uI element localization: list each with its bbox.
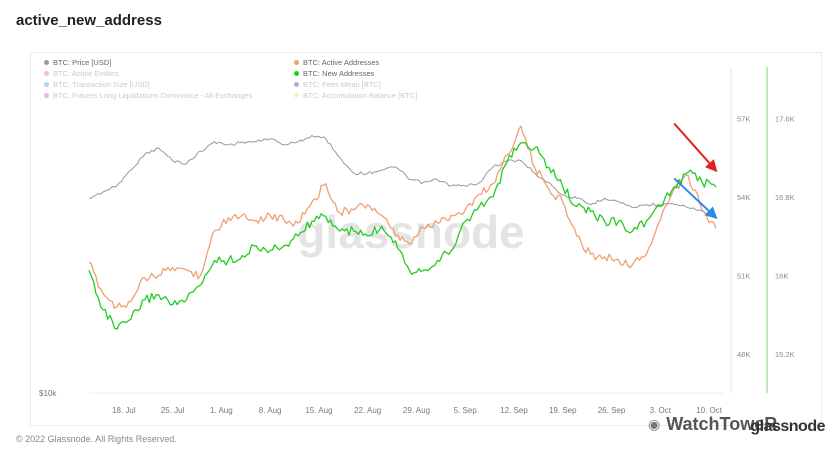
y-left-tick-label: $10k bbox=[39, 389, 57, 398]
x-tick-label: 5. Sep bbox=[454, 406, 478, 415]
trend-arrow bbox=[673, 177, 718, 220]
series-line bbox=[88, 141, 717, 330]
legend-dot bbox=[44, 60, 49, 65]
chart-watermark: glassnode bbox=[297, 206, 525, 258]
legend-item[interactable]: BTC: Transaction Size [USD] bbox=[44, 80, 150, 89]
legend-item[interactable]: BTC: New Addresses bbox=[294, 69, 374, 78]
x-tick-label: 15. Aug bbox=[305, 406, 332, 415]
y-middle-tick-label: 54K bbox=[737, 193, 750, 202]
legend-label: BTC: Fees Mean [BTC] bbox=[303, 80, 381, 89]
series-line bbox=[88, 125, 717, 309]
series-line bbox=[88, 135, 717, 218]
y-middle-tick-label: 48K bbox=[737, 350, 750, 359]
legend-dot bbox=[294, 60, 299, 65]
legend-label: BTC: Futures Long Liquidations Dominance… bbox=[53, 91, 253, 100]
y-right-tick-label: 15.2K bbox=[775, 350, 795, 359]
x-tick-label: 18. Jul bbox=[112, 406, 136, 415]
y-middle-tick-label: 51K bbox=[737, 271, 750, 280]
x-tick-label: 12. Sep bbox=[500, 406, 528, 415]
y-right-tick-label: 16.8K bbox=[775, 193, 795, 202]
legend-dot bbox=[44, 71, 49, 76]
chart-svg[interactable]: glassnode 18. Jul 25. Jul 1. Aug 8. Aug 15. A… bbox=[31, 53, 821, 425]
legend-label: BTC: Transaction Size [USD] bbox=[53, 80, 150, 89]
x-tick-label: 3. Oct bbox=[650, 406, 672, 415]
y-right-tick-label: 17.6K bbox=[775, 114, 795, 123]
x-tick-label: 19. Sep bbox=[549, 406, 577, 415]
chart-legend: BTC: Price [USD] BTC: Active Addresses BTC… bbox=[44, 58, 504, 102]
watermark-text: WatchToweR bbox=[666, 414, 778, 434]
x-tick-label: 1. Aug bbox=[210, 406, 233, 415]
legend-dot bbox=[294, 82, 299, 87]
y-right-tick-label: 16K bbox=[775, 271, 788, 280]
x-tick-label: 22. Aug bbox=[354, 406, 381, 415]
chart-panel: glassnode 18. Jul 25. Jul 1. Aug 8. Aug 15. A… bbox=[30, 52, 822, 426]
legend-item[interactable]: BTC: Fees Mean [BTC] bbox=[294, 80, 381, 89]
legend-dot bbox=[44, 82, 49, 87]
legend-dot bbox=[294, 71, 299, 76]
wechat-icon: ◉ bbox=[648, 416, 661, 432]
legend-label: BTC: Active Entities bbox=[53, 69, 119, 78]
watermark: ◉ WatchToweR bbox=[648, 414, 777, 435]
copyright-footer: © 2022 Glassnode. All Rights Reserved. bbox=[16, 434, 177, 444]
x-tick-label: 10. Oct bbox=[696, 406, 723, 415]
x-tick-label: 26. Sep bbox=[598, 406, 626, 415]
x-tick-label: 29. Aug bbox=[403, 406, 430, 415]
legend-item[interactable]: BTC: Price [USD] bbox=[44, 58, 111, 67]
legend-label: BTC: New Addresses bbox=[303, 69, 375, 78]
legend-label: BTC: Accumulation Balance [BTC] bbox=[303, 91, 418, 100]
x-tick-label: 25. Jul bbox=[161, 406, 185, 415]
brand-logo: glassnode bbox=[750, 418, 825, 435]
legend-dot bbox=[294, 93, 299, 98]
x-tick-label: 8. Aug bbox=[259, 406, 282, 415]
legend-label: BTC: Active Addresses bbox=[303, 58, 380, 67]
legend-dot bbox=[44, 93, 49, 98]
legend-item[interactable]: BTC: Active Addresses bbox=[294, 58, 379, 67]
legend-item[interactable]: BTC: Active Entities bbox=[44, 69, 119, 78]
y-middle-tick-label: 57K bbox=[737, 114, 750, 123]
legend-item[interactable]: BTC: Accumulation Balance [BTC] bbox=[294, 91, 417, 100]
page-title: active_new_address bbox=[16, 12, 162, 29]
legend-item[interactable]: BTC: Futures Long Liquidations Dominance… bbox=[44, 91, 252, 100]
trend-arrow bbox=[673, 122, 718, 173]
legend-label: BTC: Price [USD] bbox=[53, 58, 112, 67]
